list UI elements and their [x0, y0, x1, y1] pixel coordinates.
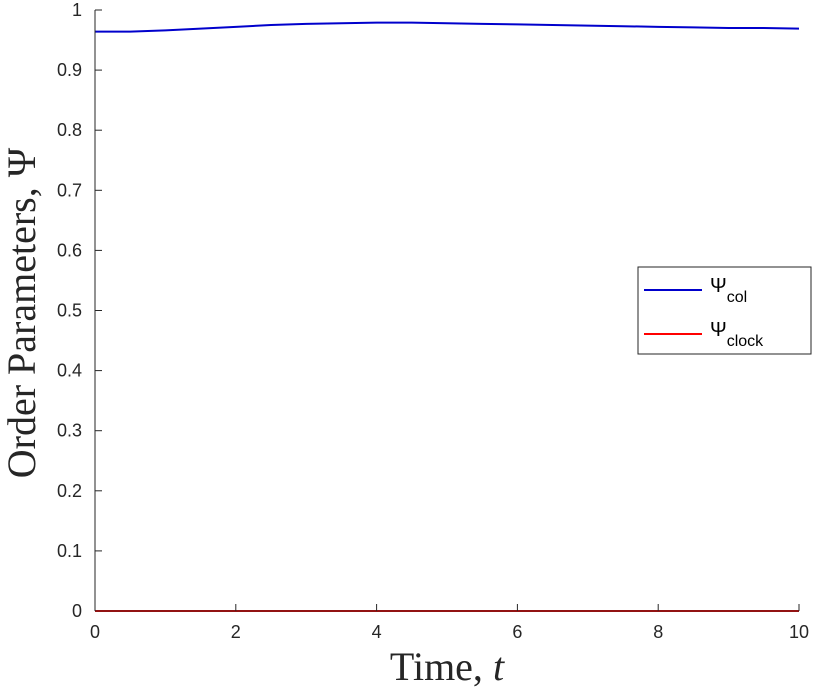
x-tick-label: 0 [90, 622, 100, 642]
x-tick-label: 2 [231, 622, 241, 642]
legend: Ψcol Ψclock [637, 266, 812, 355]
y-tick-label: 0.5 [57, 301, 82, 321]
axes: 0 2 4 6 8 10 0 0.1 0.2 0.3 0.4 0.5 0.6 0.7 0.8 0.9 1 [57, 0, 809, 642]
x-axis-label: Time, t [390, 644, 505, 689]
y-tick-label: 0.3 [57, 421, 82, 441]
y-tick-label: 0.2 [57, 481, 82, 501]
y-tick-label: 0.8 [57, 120, 82, 140]
y-tick-label: 0.7 [57, 180, 82, 200]
y-tick-label: 0.4 [57, 361, 82, 381]
x-tick-label: 10 [789, 622, 809, 642]
series-line-col [95, 21, 800, 33]
x-tick-label: 4 [372, 622, 382, 642]
legend-box [637, 266, 812, 355]
x-tick-label: 8 [653, 622, 663, 642]
y-tick-label: 1 [72, 0, 82, 20]
y-tick-label: 0.9 [57, 60, 82, 80]
y-tick-label: 0 [72, 601, 82, 621]
y-tick-label: 0.6 [57, 240, 82, 260]
x-tick-label: 6 [512, 622, 522, 642]
y-axis-label: Order Parameters, Ψ [0, 147, 44, 478]
legend-label-col: Ψcol [710, 275, 747, 306]
y-tick-label: 0.1 [57, 541, 82, 561]
legend-label-clock: Ψclock [710, 319, 764, 350]
